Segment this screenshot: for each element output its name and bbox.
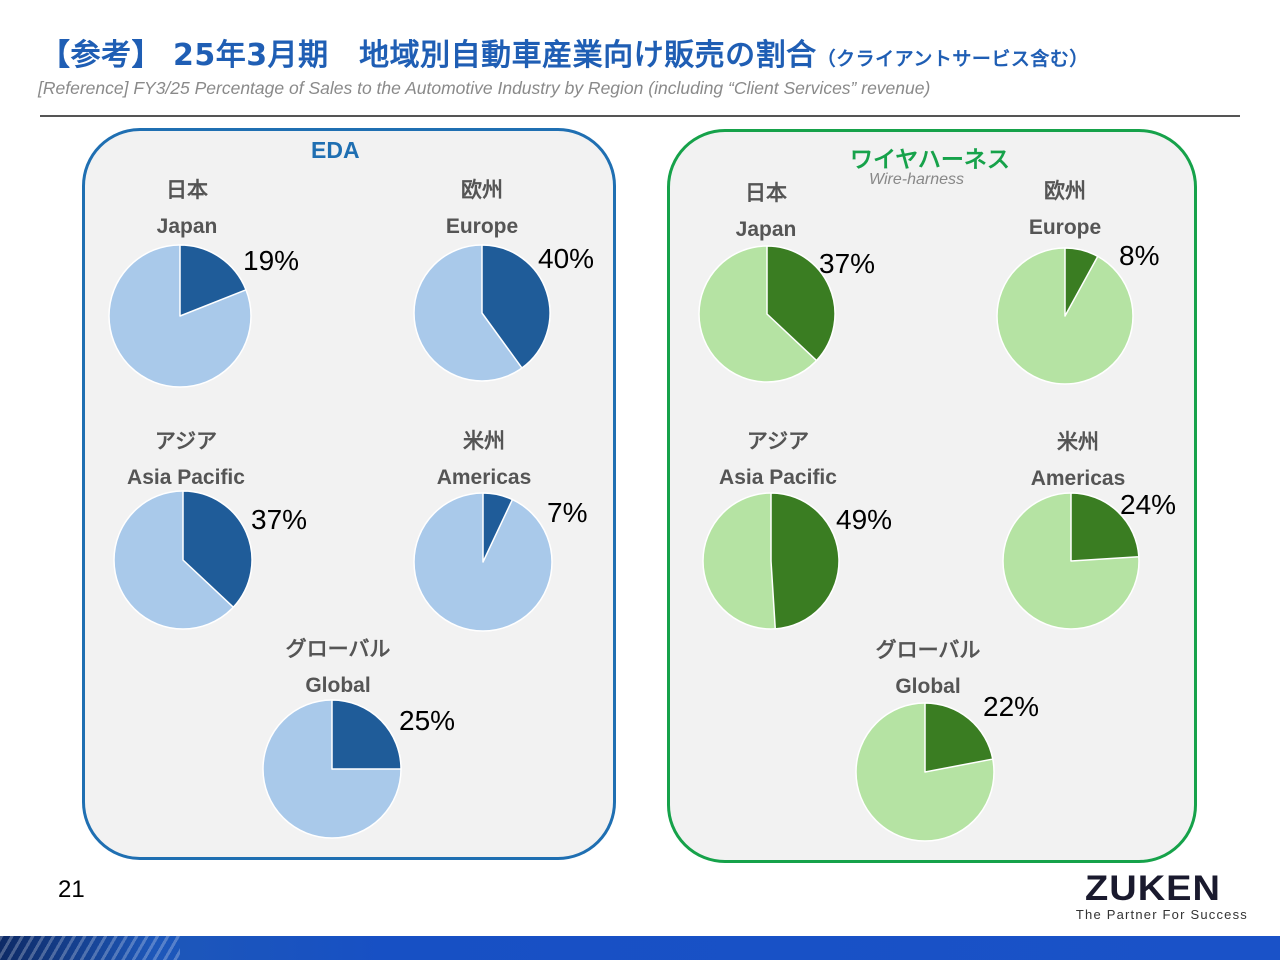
wh-asia-label: アジア Asia Pacific xyxy=(719,425,837,490)
footer-bar xyxy=(0,936,1280,960)
eda-japan-pie xyxy=(108,244,252,388)
region-name-en: Asia Pacific xyxy=(719,466,837,489)
eda-global-pie xyxy=(262,699,402,839)
region-name-jp: 欧州 xyxy=(461,178,503,202)
region-name-en: Global xyxy=(305,674,371,697)
eda-japan-label: 日本 Japan xyxy=(157,174,218,239)
eda-asia-pie xyxy=(113,490,253,630)
wh-americas-label: 米州 Americas xyxy=(1031,426,1126,491)
eda-europe-pie xyxy=(413,244,551,382)
region-name-en: Europe xyxy=(445,215,519,238)
header-divider xyxy=(40,115,1240,117)
eda-europe-percent: 40% xyxy=(538,243,595,274)
pie-slice-automotive xyxy=(482,492,514,563)
eda-asia-percent: 37% xyxy=(251,504,308,535)
region-name-en: Europe xyxy=(1028,216,1102,239)
wh-americas-percent: 24% xyxy=(1120,489,1177,520)
region-name-jp: 欧州 xyxy=(1044,179,1086,203)
wh-global-percent: 22% xyxy=(983,691,1040,722)
page-subtitle: [Reference] FY3/25 Percentage of Sales t… xyxy=(38,78,931,98)
pie-slice-automotive xyxy=(770,492,840,630)
pie-slice-automotive xyxy=(924,702,994,773)
wh-japan-label: 日本 Japan xyxy=(736,177,797,242)
region-name-en: Japan xyxy=(735,218,797,241)
eda-americas-label: 米州 Americas xyxy=(437,425,532,490)
pie-slice-automotive xyxy=(481,244,551,369)
eda-europe-label: 欧州 Europe xyxy=(446,174,518,239)
eda-americas-percent: 7% xyxy=(547,497,588,528)
wh-global-label: グローバル Global xyxy=(876,634,981,699)
title-main: 【参考】 25年3月期 地域別自動車産業向け販売の割合 xyxy=(40,38,817,73)
wh-japan-pie xyxy=(698,245,836,383)
eda-americas-pie xyxy=(413,492,553,632)
wh-japan-percent: 37% xyxy=(819,248,876,279)
region-name-jp: アジア xyxy=(746,429,810,453)
title-note: （クライアントサービス含む） xyxy=(816,48,1089,70)
wh-europe-percent: 8% xyxy=(1119,240,1160,271)
wh-europe-pie xyxy=(996,247,1134,385)
wh-europe-label: 欧州 Europe xyxy=(1029,175,1101,240)
eda-global-percent: 25% xyxy=(399,705,456,736)
pie-slice-automotive xyxy=(182,490,253,608)
eda-asia-label: アジア Asia Pacific xyxy=(127,425,245,490)
eda-panel-title: EDA xyxy=(311,137,360,163)
wire-harness-panel-title: ワイヤハーネス xyxy=(850,146,1010,172)
region-name-jp: グローバル xyxy=(875,638,981,662)
region-name-jp: 日本 xyxy=(165,178,208,202)
wh-global-pie xyxy=(855,702,995,842)
page-title: 【参考】 25年3月期 地域別自動車産業向け販売の割合（クライアントサービス含む… xyxy=(40,30,1089,74)
footer-decoration xyxy=(0,936,180,960)
region-name-jp: 日本 xyxy=(744,181,787,205)
pie-slice-automotive xyxy=(1064,247,1099,317)
pie-slice-automotive xyxy=(1070,492,1140,562)
company-tagline: The Partner For Success xyxy=(1075,907,1248,922)
eda-global-label: グローバル Global xyxy=(286,633,391,698)
region-name-en: Americas xyxy=(436,466,532,489)
wh-americas-pie xyxy=(1002,492,1140,630)
pie-slice-automotive xyxy=(766,245,836,362)
region-name-jp: アジア xyxy=(154,429,218,453)
region-name-en: Americas xyxy=(1030,467,1126,490)
company-logo: ZUKEN xyxy=(1085,869,1221,909)
region-name-jp: 米州 xyxy=(1057,430,1099,454)
region-name-en: Asia Pacific xyxy=(127,466,245,489)
page-number: 21 xyxy=(58,876,85,903)
region-name-en: Japan xyxy=(156,215,218,238)
region-name-jp: 米州 xyxy=(463,429,505,453)
eda-japan-percent: 19% xyxy=(243,245,300,276)
region-name-en: Global xyxy=(895,675,961,698)
wh-asia-percent: 49% xyxy=(836,504,893,535)
pie-slice-automotive xyxy=(331,699,402,770)
wh-asia-pie xyxy=(702,492,840,630)
pie-slice-automotive xyxy=(179,244,247,317)
wire-harness-panel-subtitle: Wire-harness xyxy=(869,171,964,188)
region-name-jp: グローバル xyxy=(285,637,391,661)
